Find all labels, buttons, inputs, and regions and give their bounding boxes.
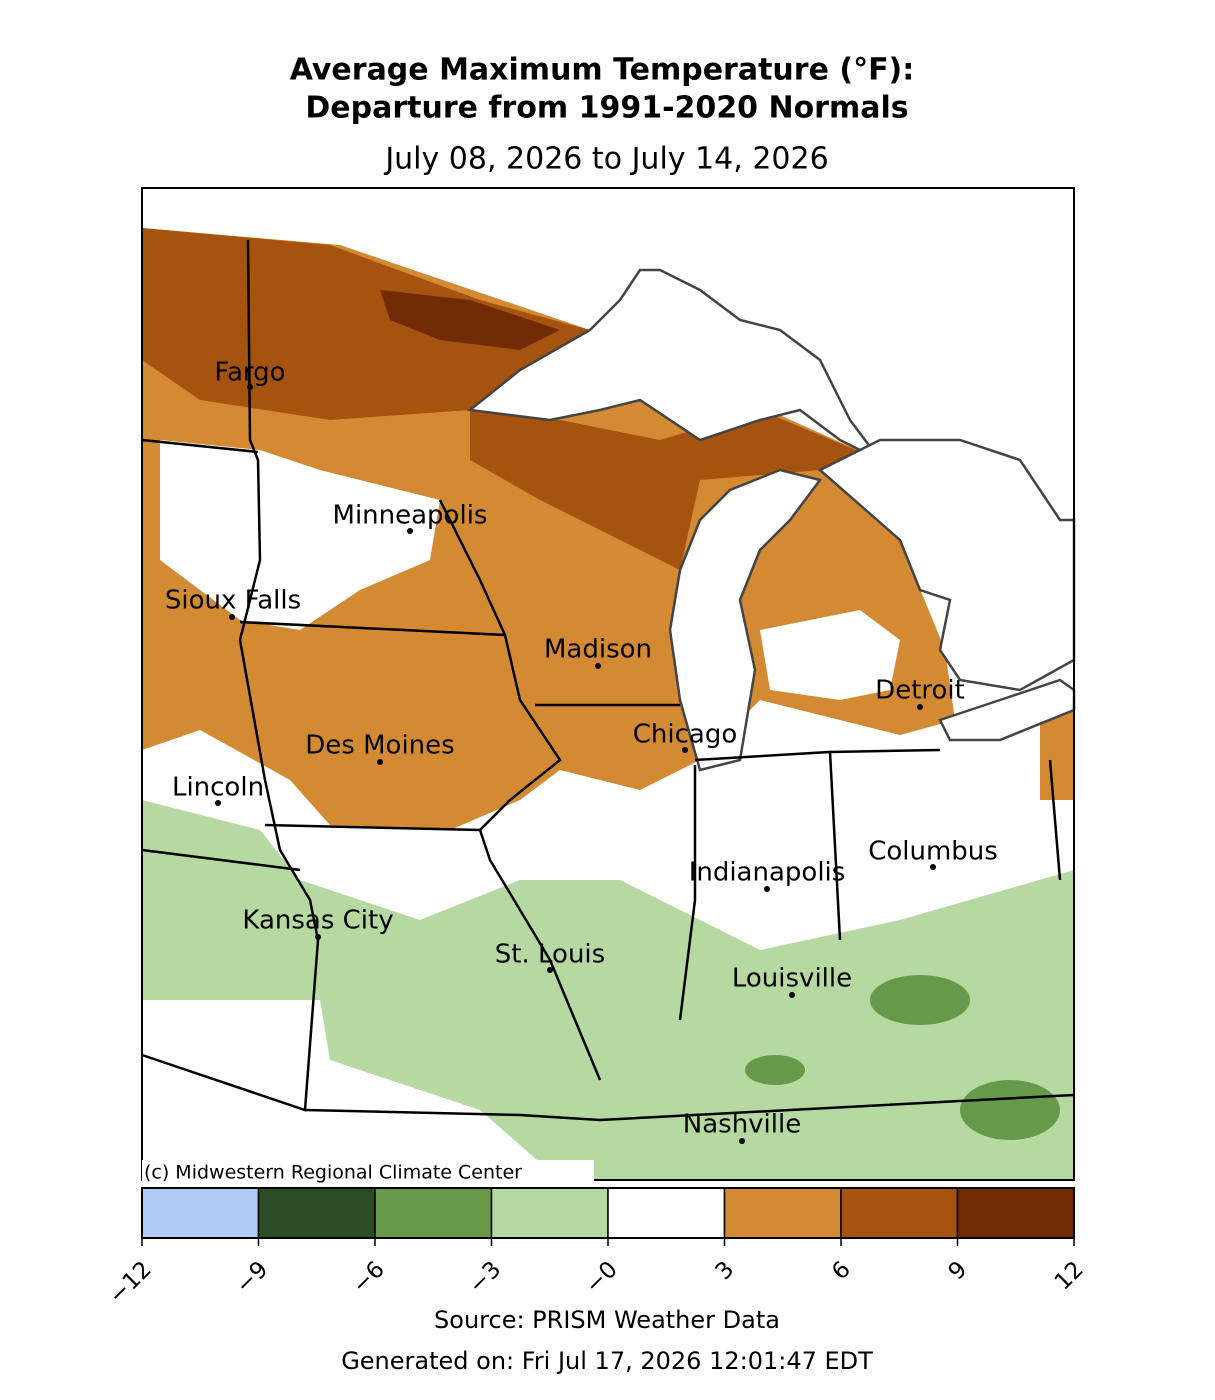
colorbar-tick-label: 6	[827, 1256, 856, 1285]
source: Source: PRISM Weather Data	[434, 1306, 780, 1334]
city-dot	[739, 1138, 745, 1144]
city-dot	[595, 663, 601, 669]
colorbar-bin	[257, 1187, 376, 1239]
state-border	[438, 499, 507, 636]
city-label: Lincoln	[172, 773, 264, 803]
city-label: Nashville	[683, 1110, 801, 1140]
map-frame	[141, 187, 1075, 1181]
city-label: Detroit	[875, 676, 965, 706]
colorbar-bin	[490, 1187, 609, 1239]
city-dot	[215, 800, 221, 806]
city-dot	[547, 967, 553, 973]
colorbar-bin	[141, 1187, 260, 1239]
city-label: Des Moines	[305, 731, 454, 761]
city-dot	[930, 864, 936, 870]
copyright-box	[142, 1160, 594, 1186]
region-warmer	[142, 228, 590, 420]
city-label: Columbus	[868, 837, 998, 867]
colorbar-tick-label: −6	[347, 1256, 389, 1298]
region-neutral	[760, 610, 900, 700]
region-warmer	[470, 410, 880, 570]
colorbar-bin	[840, 1187, 959, 1239]
map: (c) Midwestern Regional Climate Center	[141, 187, 1076, 1186]
colorbar-tick-label: −3	[464, 1256, 506, 1298]
state-border	[264, 823, 602, 1081]
city-dot	[917, 704, 923, 710]
city-label: Indianapolis	[689, 858, 846, 888]
colorbar-tick-label: 3	[711, 1256, 740, 1285]
colorbar-bin	[956, 1187, 1075, 1239]
cities: Fargo Minneapolis Sioux Falls Madison Chicag…	[165, 358, 998, 1144]
colorbar-bin	[723, 1187, 842, 1239]
city-dot	[315, 934, 321, 940]
city-label: Sioux Falls	[165, 586, 301, 616]
city-dot	[789, 992, 795, 998]
lake-superior	[466, 268, 881, 462]
colorbar-bin	[374, 1187, 493, 1239]
state-border	[1048, 759, 1062, 881]
colorbar-tick-label: 9	[944, 1256, 973, 1285]
state-border	[141, 848, 301, 872]
region-cooler	[745, 1055, 805, 1085]
city-label: Minneapolis	[333, 501, 488, 531]
city-dot	[247, 384, 253, 390]
colorbar: −12 −9 −6 −3 −0 3 6 9 12	[104, 1187, 1089, 1309]
city-label: St. Louis	[495, 940, 605, 970]
colorbar-tick-label: 12	[1050, 1256, 1089, 1295]
city-label: Louisville	[732, 964, 852, 994]
lake-huron	[817, 438, 1076, 692]
state-border	[239, 620, 562, 831]
copyright: (c) Midwestern Regional Climate Center	[144, 1162, 522, 1184]
region-cooler	[870, 975, 970, 1025]
lake-michigan	[668, 468, 823, 772]
colorbar-bin	[607, 1187, 726, 1239]
state-border	[141, 438, 259, 454]
city-dot	[229, 614, 235, 620]
city-dot	[682, 747, 688, 753]
city-label: Chicago	[633, 720, 738, 750]
city-dot	[377, 759, 383, 765]
state-border	[238, 239, 320, 941]
state-border	[829, 748, 941, 754]
city-dot	[764, 886, 770, 892]
generated: Generated on: Fri Jul 17, 2026 12:01:47 …	[341, 1347, 873, 1375]
subtitle: July 08, 2026 to July 14, 2026	[383, 142, 828, 177]
city-label: Kansas City	[242, 906, 393, 936]
title: Departure from 1991-2020 Normals	[305, 91, 908, 126]
region-warmest	[380, 290, 560, 350]
region-cool	[142, 800, 1074, 1180]
city-label: Fargo	[214, 358, 285, 388]
title: Average Maximum Temperature (°F):	[290, 53, 915, 88]
city-label: Madison	[544, 635, 652, 665]
colorbar-tick-label: −9	[231, 1256, 273, 1298]
state-border	[304, 1093, 1075, 1122]
city-dot	[407, 528, 413, 534]
state-border	[678, 765, 697, 1021]
region-neutral	[160, 440, 440, 630]
region-cooler	[960, 1080, 1060, 1140]
region-warm	[1040, 700, 1074, 800]
colorbar-tick-label: −0	[580, 1256, 622, 1298]
colorbar-tick-label: −12	[104, 1256, 157, 1309]
